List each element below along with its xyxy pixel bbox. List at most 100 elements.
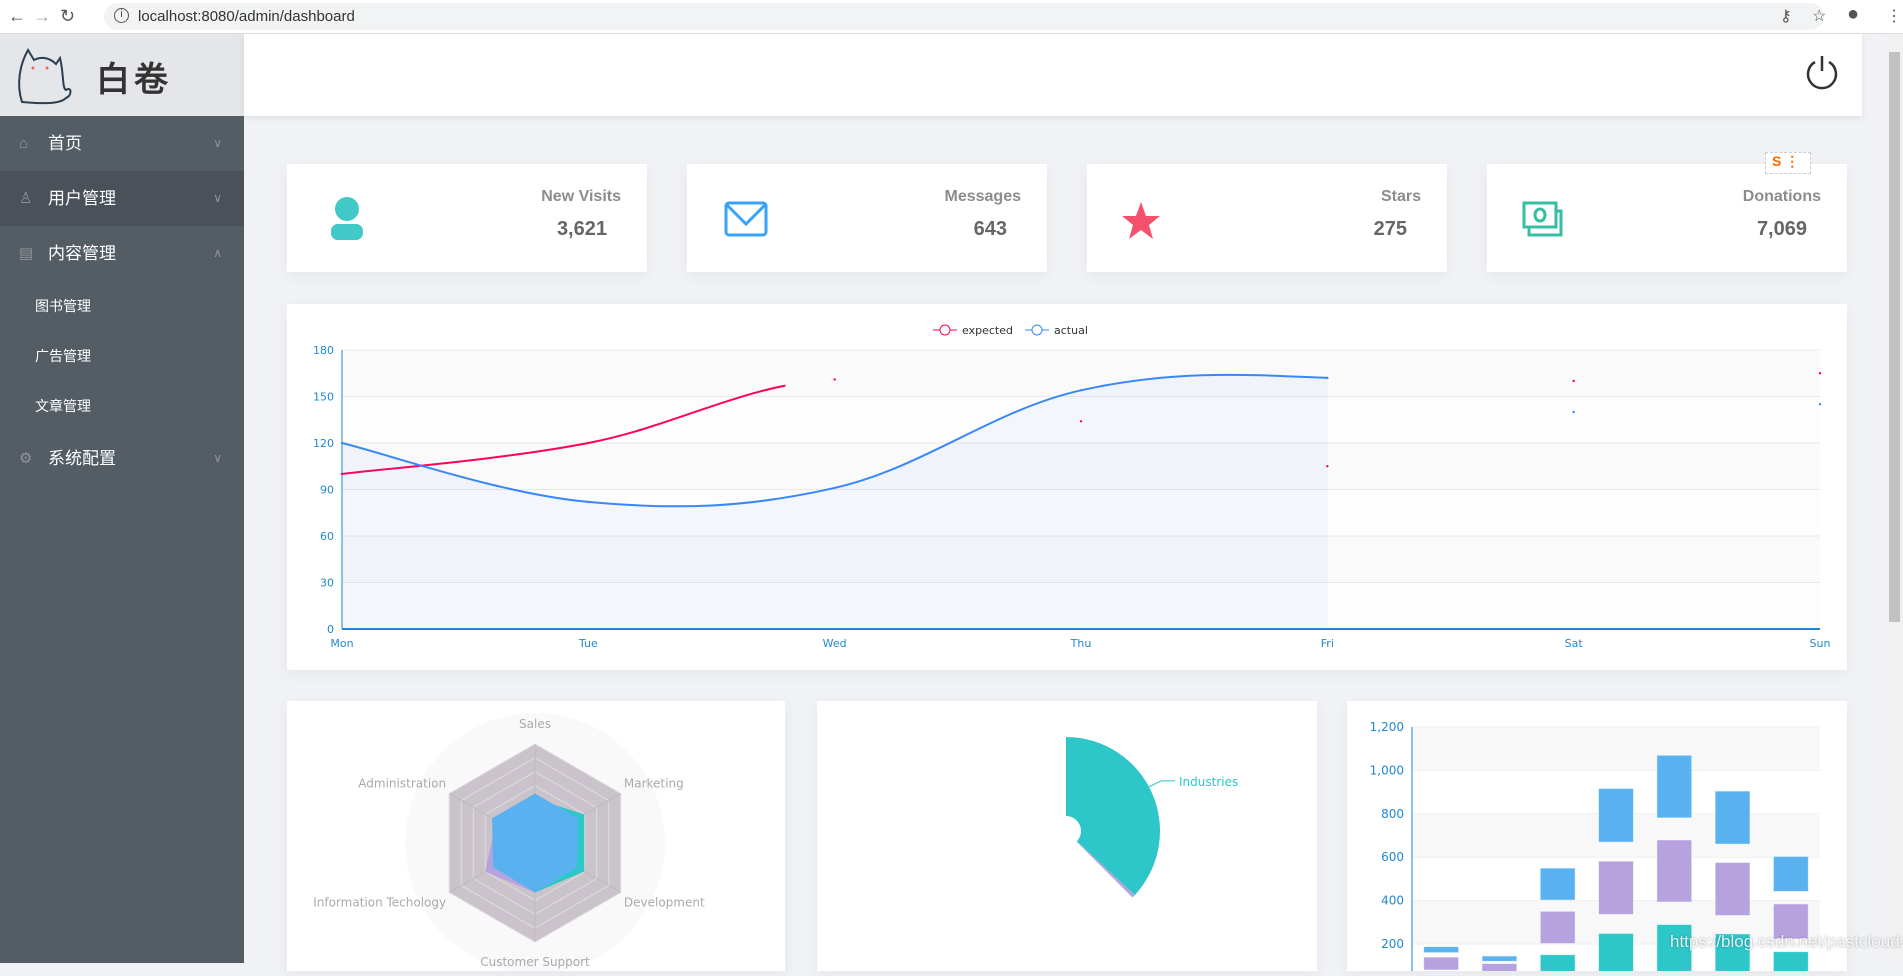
bar-segment bbox=[1772, 855, 1809, 892]
x-tick-label: Sun bbox=[1810, 637, 1831, 650]
bar-segment bbox=[1539, 910, 1576, 945]
pie-chart-card: Industries bbox=[817, 701, 1317, 971]
y-tick-label: 60 bbox=[320, 530, 334, 543]
stat-card-stars[interactable]: Stars 275 bbox=[1087, 164, 1447, 272]
stat-card-messages[interactable]: Messages 643 bbox=[687, 164, 1047, 272]
bar-segment bbox=[1539, 867, 1576, 901]
top-header bbox=[244, 34, 1862, 116]
profile-icon[interactable]: ● bbox=[1847, 3, 1860, 25]
sidebar: 白卷 ⌂ 首页 ∨ ♙ 用户管理 ∨ ▤ 内容管理 ∧ 图书管理 广告管理 文章管理 ⚙ 系统… bbox=[0, 34, 244, 963]
stat-label: Donations bbox=[1742, 188, 1821, 205]
radar-indicator-label: Sales bbox=[519, 717, 551, 731]
menu-label: 首页 bbox=[48, 134, 82, 153]
legend-icon bbox=[1031, 324, 1043, 336]
power-logout-icon[interactable] bbox=[1804, 54, 1840, 90]
key-icon[interactable]: ⚷ bbox=[1780, 8, 1792, 25]
x-tick-label: Sat bbox=[1565, 637, 1584, 650]
grid-band bbox=[342, 536, 1820, 583]
series-area-actual bbox=[342, 374, 1328, 629]
sidebar-subitem-articles[interactable]: 文章管理 bbox=[35, 398, 91, 414]
data-point bbox=[1572, 379, 1575, 383]
bar-segment bbox=[1656, 839, 1693, 903]
bar-segment bbox=[1423, 946, 1460, 954]
back-icon[interactable]: ← bbox=[8, 6, 26, 26]
data-point bbox=[833, 378, 836, 381]
data-point bbox=[587, 441, 590, 445]
legend-icon bbox=[939, 324, 951, 336]
sidebar-subitem-books[interactable]: 图书管理 bbox=[35, 298, 91, 314]
money-icon bbox=[1522, 201, 1563, 237]
sidebar-subitem-ads[interactable]: 广告管理 bbox=[35, 348, 91, 364]
gear-icon: ⚙ bbox=[19, 450, 33, 467]
stat-label: New Visits bbox=[541, 188, 621, 205]
y-tick-label: 150 bbox=[313, 391, 334, 404]
scrollbar-thumb[interactable] bbox=[1889, 52, 1900, 622]
data-point bbox=[1079, 420, 1083, 423]
radar-series-area bbox=[492, 793, 578, 893]
data-point bbox=[340, 441, 344, 445]
chevron-up-icon: ∧ bbox=[213, 246, 222, 260]
data-point bbox=[1818, 372, 1822, 375]
x-tick-label: Wed bbox=[823, 637, 847, 650]
bookmark-star-icon[interactable]: ☆ bbox=[1812, 8, 1827, 25]
message-icon bbox=[724, 201, 768, 237]
line-chart: 0 30 60 90 120 150 180 Mon Tue Wed Thu Fri Sat Sun exp… bbox=[313, 324, 1831, 650]
pie-chart: Industries bbox=[1066, 737, 1238, 898]
stat-card-new-visits[interactable]: New Visits 3,621 bbox=[287, 164, 647, 272]
sidebar-item-content-management[interactable]: ▤ 内容管理 ∧ bbox=[0, 226, 244, 281]
y-tick-label: 180 bbox=[313, 344, 334, 357]
data-point bbox=[1079, 389, 1083, 392]
legend-label-expected: expected bbox=[962, 324, 1013, 337]
menu-label: 用户管理 bbox=[48, 189, 116, 208]
logo[interactable]: 白卷 bbox=[0, 34, 244, 116]
url-text: localhost:8080/admin/dashboard bbox=[138, 8, 355, 25]
radar-indicator-label: Marketing bbox=[624, 777, 684, 791]
pie-slice bbox=[1076, 841, 1135, 898]
grid-band bbox=[342, 582, 1820, 629]
legend-label-actual: actual bbox=[1054, 324, 1088, 337]
browser-extension-icon[interactable]: S ⋮ bbox=[1765, 152, 1811, 174]
data-point bbox=[1326, 465, 1329, 468]
logo-text: 白卷 bbox=[96, 61, 172, 99]
y-tick-label: 800 bbox=[1381, 807, 1404, 821]
bar-segment bbox=[1656, 754, 1693, 819]
line-chart-card: 0 30 60 90 120 150 180 Mon Tue Wed Thu Fri Sat Sun exp… bbox=[287, 304, 1847, 670]
document-icon: ▤ bbox=[19, 245, 34, 262]
browser-toolbar: ← → ↻ i localhost:8080/admin/dashboard ⚷ … bbox=[0, 0, 1903, 34]
x-tick-label: Thu bbox=[1070, 637, 1092, 650]
radar-indicator-label: Administration bbox=[358, 777, 446, 791]
sidebar-item-user-management[interactable]: ♙ 用户管理 ∨ bbox=[0, 171, 244, 226]
grid-band bbox=[342, 350, 1820, 397]
bar-segment bbox=[1481, 963, 1518, 975]
radar-indicator-label: Customer Support bbox=[480, 955, 590, 969]
stat-label: Messages bbox=[944, 188, 1022, 205]
y-tick-label: 400 bbox=[1381, 894, 1404, 908]
y-tick-label: 0 bbox=[327, 623, 334, 636]
star-icon bbox=[1122, 202, 1160, 239]
data-point bbox=[340, 472, 344, 476]
forward-icon[interactable]: → bbox=[33, 6, 51, 26]
radar-chart-card: Sales Marketing Development Customer Suppor… bbox=[287, 701, 785, 971]
sidebar-item-system-config[interactable]: ⚙ 系统配置 ∨ bbox=[0, 431, 244, 486]
chevron-down-icon: ∨ bbox=[213, 191, 222, 205]
data-point bbox=[587, 500, 590, 504]
chevron-down-icon: ∨ bbox=[213, 136, 222, 150]
chevron-down-icon: ∨ bbox=[213, 451, 222, 465]
info-icon[interactable]: i bbox=[114, 8, 129, 23]
stat-card-donations[interactable]: Donations 7,069 bbox=[1487, 164, 1847, 272]
bar-segment bbox=[1481, 955, 1518, 962]
bar-segment bbox=[1423, 956, 1460, 971]
address-bar[interactable]: i localhost:8080/admin/dashboard bbox=[104, 3, 1824, 30]
user-icon: ♙ bbox=[19, 190, 33, 207]
radar-indicator-label: Information Techology bbox=[313, 895, 446, 909]
stat-value: 3,621 bbox=[556, 218, 607, 240]
menu-icon[interactable]: ⋮ bbox=[1886, 8, 1902, 25]
bar-chart-card: 200 400 600 800 1,000 1,200 bbox=[1347, 701, 1847, 976]
bar-segment bbox=[1714, 861, 1751, 917]
sidebar-item-home[interactable]: ⌂ 首页 ∨ bbox=[0, 116, 244, 171]
page-scrollbar[interactable] bbox=[1886, 34, 1903, 963]
reload-icon[interactable]: ↻ bbox=[60, 6, 76, 26]
y-tick-label: 200 bbox=[1381, 937, 1404, 951]
data-point bbox=[1572, 410, 1575, 414]
menu-label: 内容管理 bbox=[48, 244, 116, 263]
